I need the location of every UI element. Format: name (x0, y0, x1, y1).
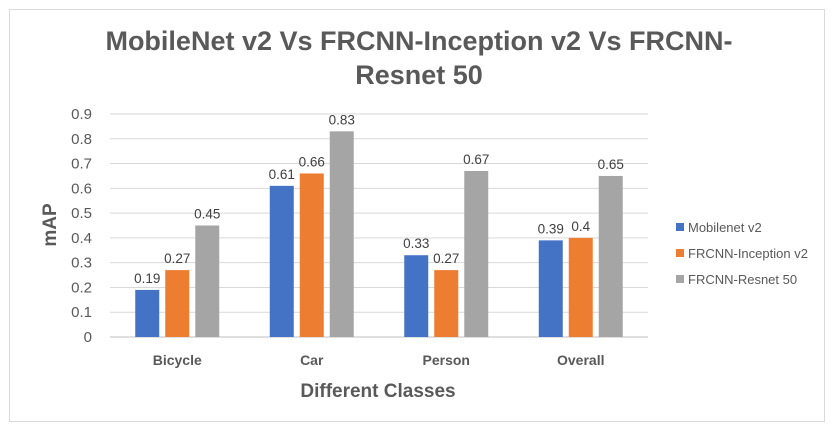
x-axis-title: Different Classes (300, 381, 455, 402)
bar (135, 289, 160, 337)
data-label: 0.27 (433, 251, 459, 266)
x-category-labels: Bicycle Car Person Overall (153, 352, 605, 368)
data-label: 0.65 (598, 157, 624, 172)
y-tick-label: 0.7 (71, 156, 92, 173)
y-tick-label: 0.9 (71, 106, 92, 123)
bar (538, 240, 563, 337)
bar (404, 255, 429, 337)
gridlines (110, 113, 648, 338)
y-tick-label: 0.1 (71, 304, 92, 321)
data-label: 0.67 (463, 152, 489, 167)
data-label: 0.83 (329, 112, 355, 127)
chart-frame (9, 9, 825, 422)
x-category-label: Overall (557, 352, 604, 368)
y-axis-title: mAP (40, 203, 61, 247)
x-category-label: Car (300, 352, 324, 368)
legend-label: FRCNN-Inception v2 (688, 246, 808, 261)
y-tick-label: 0.4 (71, 230, 92, 247)
data-label: 0.19 (134, 271, 160, 286)
data-label: 0.45 (194, 207, 220, 222)
data-label: 0.39 (538, 221, 564, 236)
bar (568, 237, 593, 337)
y-tick-labels: 0 0.1 0.2 0.3 0.4 0.5 0.6 0.7 0.8 0.9 (71, 106, 92, 346)
data-labels: 0.19 0.27 0.45 0.61 0.66 0.83 0.33 0.27 0.67 0.39… (134, 112, 624, 286)
bar (598, 175, 623, 337)
legend-label: FRCNN-Resnet 50 (688, 272, 797, 287)
legend-label: Mobilenet v2 (688, 220, 762, 235)
chart-title-line-1: MobileNet v2 Vs FRCNN-Inception v2 Vs FR… (105, 26, 732, 56)
bar (269, 185, 294, 337)
data-label: 0.33 (403, 236, 429, 251)
y-tick-label: 0.5 (71, 205, 92, 222)
data-label: 0.66 (299, 154, 325, 169)
y-tick-label: 0.3 (71, 255, 92, 272)
y-tick-label: 0.8 (71, 131, 92, 148)
bar (464, 170, 489, 337)
data-label: 0.4 (571, 219, 590, 234)
bar (195, 225, 220, 337)
x-category-label: Bicycle (153, 352, 202, 368)
x-category-label: Person (423, 352, 470, 368)
y-tick-label: 0.2 (71, 279, 92, 296)
legend-swatch (676, 249, 684, 257)
bar (299, 173, 324, 337)
chart-title-line-2: Resnet 50 (355, 60, 483, 90)
y-tick-label: 0 (84, 329, 92, 346)
data-label: 0.27 (164, 251, 190, 266)
bars (135, 131, 623, 337)
legend-swatch (676, 275, 684, 283)
data-label: 0.61 (269, 167, 295, 182)
bar (329, 131, 354, 337)
bar (165, 270, 190, 337)
legend: Mobilenet v2 FRCNN-Inception v2 FRCNN-Resn… (676, 220, 808, 287)
y-tick-label: 0.6 (71, 180, 92, 197)
bar (434, 270, 459, 337)
legend-swatch (676, 223, 684, 231)
